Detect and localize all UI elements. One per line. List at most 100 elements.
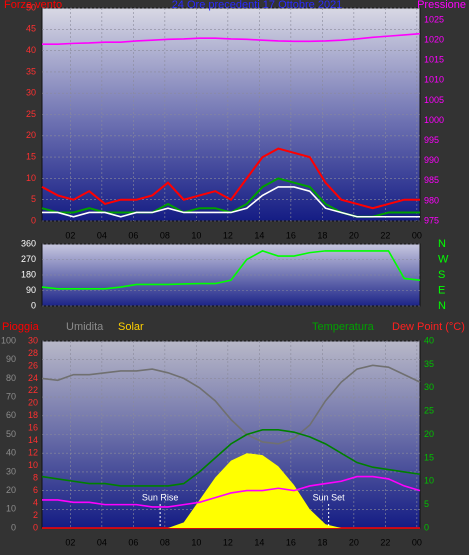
y-tick-label: 14	[28, 435, 38, 445]
y-tick-label: 0	[11, 522, 16, 532]
y-tick-label: 100	[1, 335, 16, 345]
y-tick-label: 24	[28, 373, 38, 383]
y-tick-label: 975	[424, 215, 439, 225]
y-tick-label: 25	[424, 406, 434, 416]
line	[41, 429, 421, 487]
annotation: Sun Rise	[142, 492, 179, 502]
line	[42, 475, 421, 508]
x-tick-label: 06	[128, 537, 138, 547]
y-tick-label: 26	[28, 360, 38, 370]
y-tick-label: 40	[26, 45, 36, 55]
y-tick-label: 10	[6, 504, 16, 514]
x-tick-label: 18	[317, 537, 327, 547]
x-tick-label: 00	[412, 537, 422, 547]
y-tick-label: 0	[33, 522, 38, 532]
y-tick-label: 980	[424, 195, 439, 205]
y-tick-label: 90	[26, 285, 36, 295]
y-tick-label: 8	[33, 473, 38, 483]
y-tick-label: 995	[424, 135, 439, 145]
line	[42, 32, 421, 45]
legend-label: Solar	[118, 321, 144, 333]
y-tick-label: 0	[31, 300, 36, 310]
x-tick-label: 02	[65, 230, 75, 240]
x-tick-label: 10	[191, 230, 201, 240]
y-tick-label: 270	[21, 254, 36, 264]
y-tick-label: W	[438, 253, 449, 265]
line	[42, 186, 420, 218]
y-tick-label: 1000	[424, 115, 444, 125]
y-tick-label: 20	[26, 130, 36, 140]
x-tick-label: 02	[65, 537, 75, 547]
y-tick-label: 50	[6, 429, 16, 439]
y-tick-label: N	[438, 238, 446, 250]
y-tick-label: 360	[21, 238, 36, 248]
legend-label: Dew Point (°C)	[392, 321, 465, 333]
y-tick-label: 20	[28, 398, 38, 408]
line	[41, 364, 421, 445]
x-tick-label: 12	[223, 537, 233, 547]
y-tick-label: 15	[26, 151, 36, 161]
x-tick-label: 04	[97, 230, 107, 240]
x-tick-label: 08	[160, 230, 170, 240]
y-tick-label: 20	[424, 429, 434, 439]
y-tick-label: 1015	[424, 55, 444, 65]
y-tick-label: 60	[6, 410, 16, 420]
x-tick-label: 06	[128, 230, 138, 240]
y-tick-label: 5	[31, 194, 36, 204]
legend-label: Temperatura	[312, 321, 375, 333]
y-tick-label: 12	[28, 448, 38, 458]
y-tick-label: 80	[6, 373, 16, 383]
legend-label: Umidita	[66, 321, 104, 333]
x-tick-label: 00	[412, 230, 422, 240]
annotation: Sun Set	[313, 492, 346, 502]
y-tick-label: 18	[28, 410, 38, 420]
y-tick-label: 16	[28, 423, 38, 433]
x-tick-label: 12	[223, 230, 233, 240]
y-tick-label: 985	[424, 175, 439, 185]
area	[42, 453, 420, 528]
y-tick-label: 6	[33, 485, 38, 495]
y-tick-label: 35	[26, 66, 36, 76]
x-tick-label: 10	[191, 537, 201, 547]
y-tick-label: 10	[26, 173, 36, 183]
x-tick-label: 14	[254, 230, 264, 240]
y-tick-label: 0	[31, 215, 36, 225]
y-tick-label: 1005	[424, 95, 444, 105]
line	[41, 147, 420, 210]
y-tick-label: 10	[28, 460, 38, 470]
y-tick-label: 40	[6, 448, 16, 458]
y-tick-label: 20	[6, 485, 16, 495]
line	[41, 250, 421, 290]
y-tick-label: 30	[6, 466, 16, 476]
y-tick-label: 4	[33, 497, 38, 507]
y-tick-label: 30	[424, 382, 434, 392]
y-tick-label: 70	[6, 391, 16, 401]
y-tick-label: 0	[424, 522, 429, 532]
y-axis-label: Forza vento	[4, 0, 62, 11]
y-tick-label: S	[438, 269, 445, 281]
y-tick-label: 1025	[424, 14, 444, 24]
y-tick-label: 90	[6, 354, 16, 364]
y-tick-label: 30	[28, 335, 38, 345]
y-tick-label: 40	[424, 335, 434, 345]
x-tick-label: 22	[380, 230, 390, 240]
y2-axis-label: Pressione	[417, 0, 466, 11]
y-tick-label: 180	[21, 269, 36, 279]
x-tick-label: 16	[286, 537, 296, 547]
x-tick-label: 22	[380, 537, 390, 547]
y-tick-label: N	[438, 300, 446, 312]
y-tick-label: 45	[26, 24, 36, 34]
y-tick-label: 5	[424, 499, 429, 509]
x-tick-label: 20	[349, 537, 359, 547]
x-tick-label: 08	[160, 537, 170, 547]
y-tick-label: 30	[26, 88, 36, 98]
y-tick-label: 25	[26, 109, 36, 119]
x-tick-label: 16	[286, 230, 296, 240]
y-tick-label: 28	[28, 348, 38, 358]
y-tick-label: 1020	[424, 35, 444, 45]
y-tick-label: 10	[424, 476, 434, 486]
legend-label: Pioggia	[2, 321, 40, 333]
x-tick-label: 18	[317, 230, 327, 240]
x-tick-label: 20	[349, 230, 359, 240]
